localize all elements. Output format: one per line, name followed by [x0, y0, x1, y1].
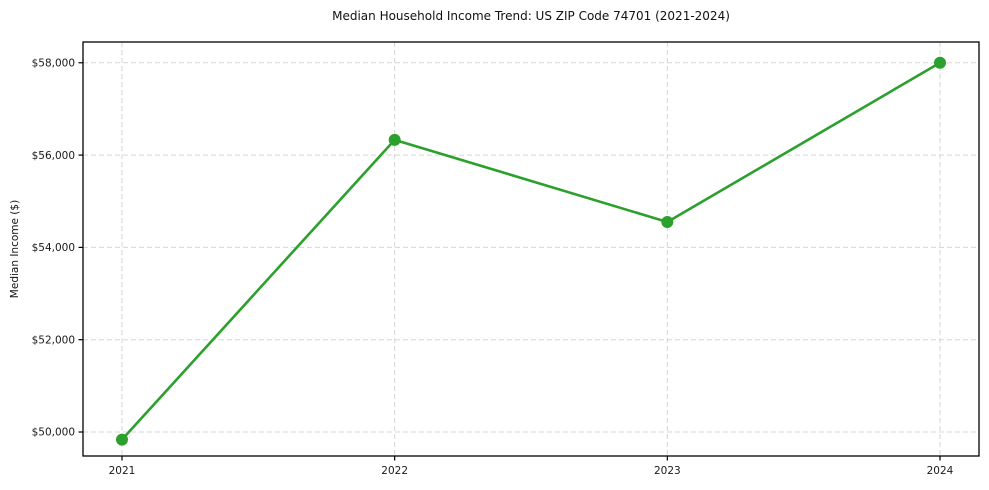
y-tick-label: $50,000: [32, 427, 75, 439]
x-tick-label: 2022: [381, 465, 408, 477]
plot-border: [82, 41, 980, 457]
data-point-2023: [661, 216, 674, 228]
data-point-2022: [388, 133, 401, 146]
data-point-2024: [934, 56, 946, 69]
y-tick-label: $58,000: [32, 57, 75, 69]
trend-line: [120, 61, 942, 441]
y-tick-label: $54,000: [32, 242, 75, 254]
y-tick-label: $56,000: [32, 150, 75, 162]
y-tick-label: $52,000: [32, 334, 75, 346]
x-tick-label: 2021: [109, 465, 136, 477]
x-tick-label: 2023: [654, 465, 681, 477]
data-point-2021: [116, 433, 128, 446]
chart-title: Median Household Income Trend: US ZIP Co…: [332, 9, 730, 23]
x-tick-label: 2024: [927, 465, 954, 477]
